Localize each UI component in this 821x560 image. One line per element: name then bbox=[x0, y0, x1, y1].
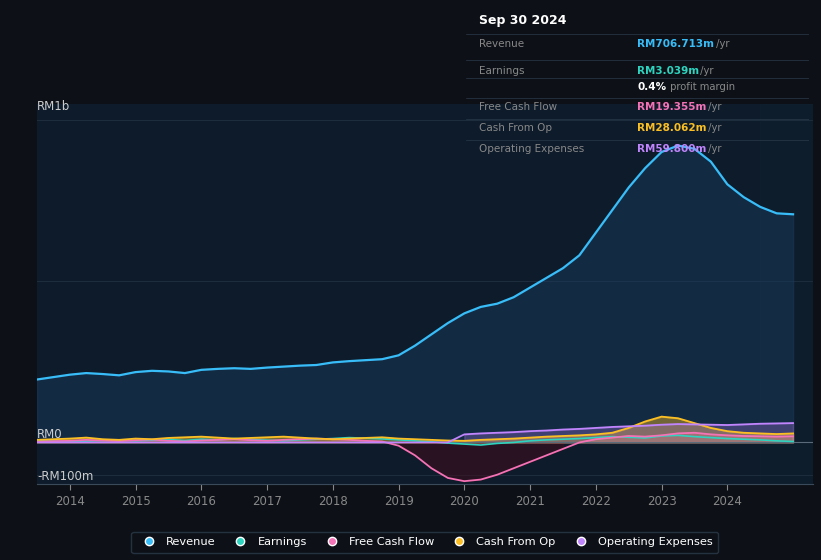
Text: Sep 30 2024: Sep 30 2024 bbox=[479, 15, 566, 27]
Text: Cash From Op: Cash From Op bbox=[479, 123, 553, 133]
Text: RM28.062m: RM28.062m bbox=[637, 123, 707, 133]
Text: RM19.355m: RM19.355m bbox=[637, 102, 707, 112]
Text: RM1b: RM1b bbox=[37, 100, 70, 113]
Text: RM706.713m: RM706.713m bbox=[637, 39, 714, 49]
Text: /yr: /yr bbox=[698, 66, 714, 76]
Text: Revenue: Revenue bbox=[479, 39, 525, 49]
Text: RM0: RM0 bbox=[37, 428, 62, 441]
Text: /yr: /yr bbox=[713, 39, 729, 49]
Text: RM3.039m: RM3.039m bbox=[637, 66, 699, 76]
Text: Operating Expenses: Operating Expenses bbox=[479, 144, 585, 155]
Bar bbox=[760, 104, 813, 484]
Text: RM59.800m: RM59.800m bbox=[637, 144, 707, 155]
Text: Free Cash Flow: Free Cash Flow bbox=[479, 102, 557, 112]
Text: profit margin: profit margin bbox=[667, 82, 736, 92]
Text: -RM100m: -RM100m bbox=[37, 470, 94, 483]
Legend: Revenue, Earnings, Free Cash Flow, Cash From Op, Operating Expenses: Revenue, Earnings, Free Cash Flow, Cash … bbox=[131, 531, 718, 553]
Text: Earnings: Earnings bbox=[479, 66, 525, 76]
Text: 0.4%: 0.4% bbox=[637, 82, 666, 92]
Text: /yr: /yr bbox=[705, 123, 722, 133]
Text: /yr: /yr bbox=[705, 144, 722, 155]
Text: /yr: /yr bbox=[705, 102, 722, 112]
